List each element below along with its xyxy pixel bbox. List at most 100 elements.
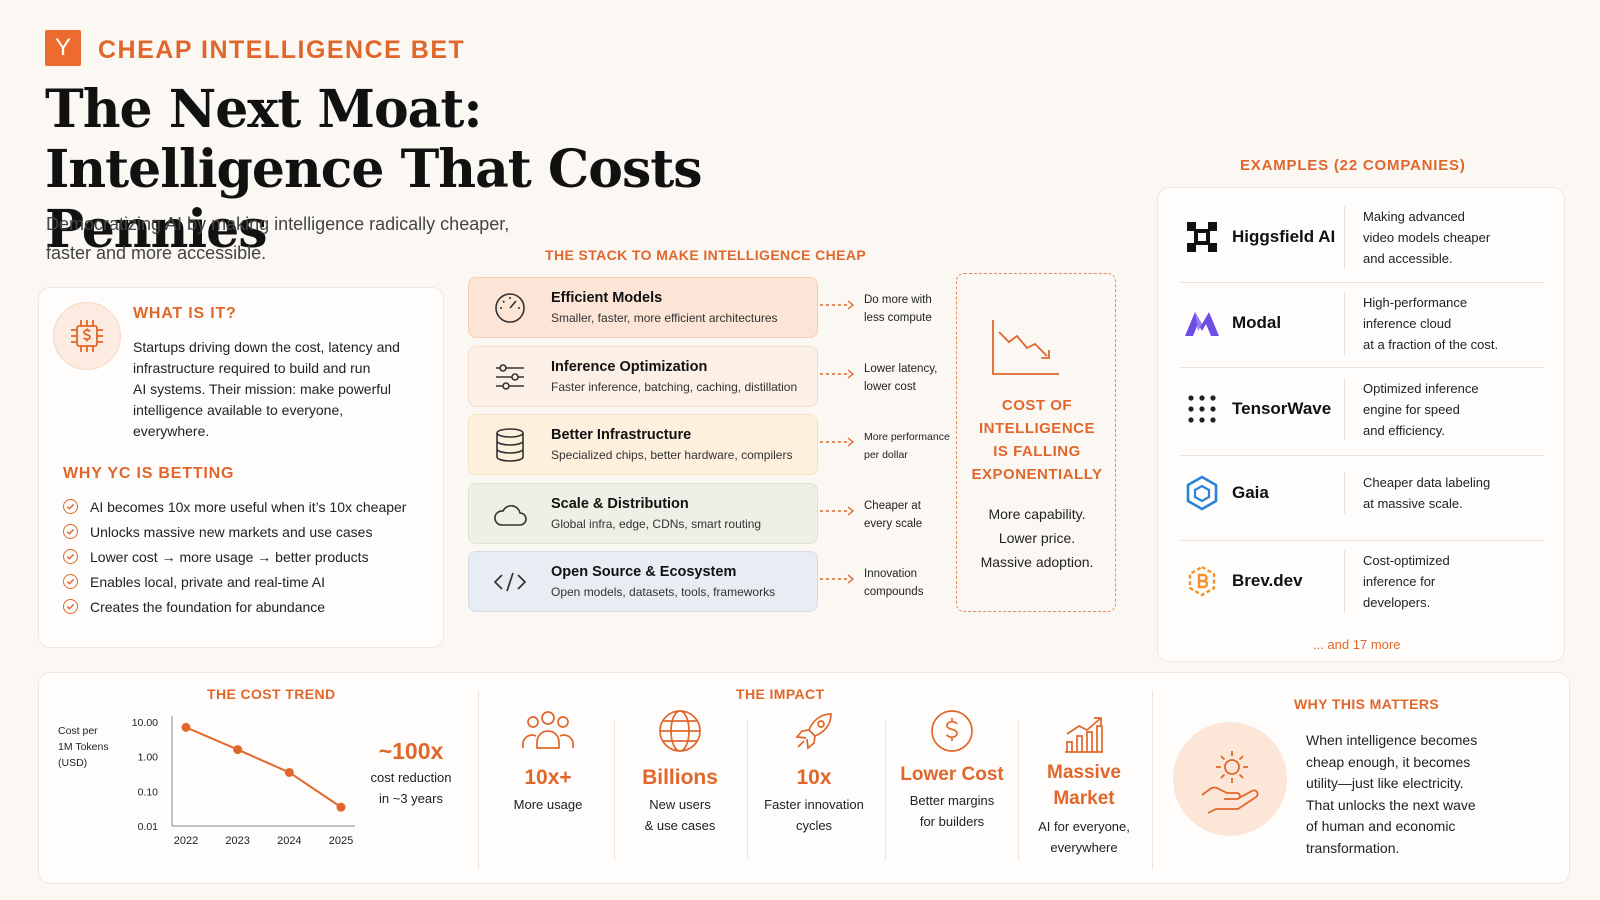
page-title: The Next Moat: Intelligence That Costs P…: [45, 80, 865, 260]
falling-line: IS FALLING: [993, 443, 1081, 460]
what-line-4: intelligence available to everyone,: [133, 402, 344, 418]
company-row-tensorwave: TensorWave Optimized inference engine for…: [1178, 374, 1546, 444]
why-matters-text: When intelligence becomes cheap enough, …: [1306, 730, 1536, 859]
tensorwave-logo-icon: [1178, 394, 1226, 424]
note-line: compounds: [864, 586, 924, 598]
desc-line: and efficiency.: [1363, 422, 1445, 438]
falling-line: COST OF: [1001, 397, 1073, 414]
brev-logo-icon: [1178, 564, 1226, 598]
higgsfield-logo-icon: [1178, 220, 1226, 254]
impact-label: cycles: [795, 818, 833, 833]
stack-layer-efficient-models: Efficient Models Smaller, faster, more ef…: [468, 277, 818, 338]
desc-line: engine for speed: [1363, 401, 1460, 417]
layer-note: Do more with less compute: [864, 291, 964, 327]
check-circle-icon: [63, 524, 78, 539]
desc-line: developers.: [1363, 594, 1431, 610]
desc-line: at a fraction of the cost.: [1363, 336, 1499, 352]
desc-line: Optimized inference: [1363, 380, 1479, 396]
what-line-3: AI systems. Their mission: make powerful: [133, 381, 392, 397]
list-item: AI becomes 10x more useful when it’s 10x…: [63, 494, 433, 519]
stack-layer-inference-optimization: Inference Optimization Faster inference, …: [468, 346, 818, 407]
data-point: [284, 767, 294, 777]
note-line: lower cost: [864, 381, 916, 393]
x-tick-label: 2024: [277, 835, 301, 847]
impact-value: 10x+: [524, 766, 572, 789]
x-tick-label: 2025: [329, 835, 353, 847]
divider: [1180, 282, 1544, 283]
data-point: [233, 745, 243, 755]
desc-line: at massive scale.: [1363, 496, 1463, 511]
data-point: [336, 802, 346, 812]
falling-line: INTELLIGENCE: [978, 420, 1095, 437]
divider: [478, 690, 479, 870]
dashed-arrow-icon: [820, 506, 855, 516]
why-yc-heading: WHY YC IS BETTING: [63, 465, 235, 482]
why-item-4: Enables local, private and real-time AI: [90, 573, 326, 590]
impact-value-line: Massive: [1047, 762, 1121, 783]
desc-line: inference for: [1363, 573, 1436, 589]
dollar-coin-icon: [931, 710, 973, 752]
list-item: Creates the foundation for abundance: [63, 594, 433, 619]
chart-ylabel: Cost per 1M Tokens (USD): [58, 723, 109, 771]
check-circle-icon: [63, 499, 78, 514]
impact-item-users: Billions New users & use cases: [614, 708, 746, 836]
gauge-icon: [469, 291, 551, 325]
why-matters-title: WHY THIS MATTERS: [1294, 696, 1440, 712]
users-icon: [522, 711, 574, 749]
divider: [1018, 720, 1019, 860]
layer-name: Inference Optimization: [551, 359, 708, 375]
why-matters-line: When intelligence becomes: [1306, 732, 1478, 748]
why-matters-line: transformation.: [1306, 839, 1400, 856]
ylabel-line: 1M Tokens: [58, 741, 109, 753]
impact-label: Better margins: [909, 793, 995, 808]
list-item: Unlocks massive new markets and use case…: [63, 519, 433, 544]
company-desc: Optimized inference engine for speed and e…: [1344, 377, 1479, 441]
desc-line: High-performance: [1363, 294, 1468, 310]
what-is-it-card: WHAT IS IT? Startups driving down the co…: [38, 287, 444, 648]
why-item-2: Unlocks massive new markets and use case…: [90, 523, 373, 540]
impact-label: & use cases: [644, 818, 716, 833]
impact-value: Lower Cost: [900, 764, 1004, 785]
impact-item-market: Massive Market AI for everyone, everywhe…: [1018, 714, 1150, 858]
subtitle-line-1: Democratizing AI by making intelligence …: [46, 214, 510, 234]
divider: [1180, 455, 1544, 456]
dashed-arrow-icon: [820, 437, 855, 447]
yc-logo: Y: [45, 30, 81, 66]
falling-line: EXPONENTIALLY: [971, 466, 1103, 483]
x-tick-label: 2023: [225, 835, 249, 847]
modal-logo-icon: [1178, 308, 1226, 338]
stack-layer-scale-distribution: Scale & Distribution Global infra, edge, …: [468, 483, 818, 544]
company-row-gaia: Gaia Cheaper data labeling at massive sca…: [1178, 463, 1546, 523]
desc-line: inference cloud: [1363, 315, 1452, 331]
note-line: per dollar: [864, 449, 908, 461]
company-name: Higgsfield AI: [1232, 227, 1336, 246]
cost-trend-chart: 10.00 1.00 0.10 0.01 2022 2023 2024 2025: [132, 716, 355, 847]
divider: [1180, 367, 1544, 368]
divider: [747, 720, 748, 860]
impact-title: THE IMPACT: [736, 686, 825, 702]
desc-line: and accessible.: [1363, 250, 1453, 266]
falling-sub: More capability. Lower price. Massive ad…: [957, 502, 1117, 574]
y-tick-label: 10.00: [132, 717, 158, 729]
data-point: [181, 722, 191, 732]
what-is-it-text: Startups driving down the cost, latency …: [133, 337, 433, 442]
why-item-5: Creates the foundation for abundance: [90, 598, 326, 615]
impact-value: Billions: [642, 766, 718, 789]
y-tick-label: 0.10: [138, 786, 159, 798]
falling-chart-icon: [992, 320, 1059, 375]
what-is-it-heading: WHAT IS IT?: [133, 305, 237, 322]
layer-note: Innovation compounds: [864, 565, 964, 601]
company-name: Gaia: [1232, 483, 1269, 502]
hand-light-icon: [1173, 722, 1287, 836]
more-companies-link[interactable]: ... and 17 more: [1313, 637, 1401, 652]
divider: [1152, 690, 1153, 870]
growth-bars-icon: [1065, 717, 1103, 753]
cost-callout: ~100x cost reduction in ~3 years: [360, 738, 462, 809]
note-line: Innovation: [864, 568, 918, 580]
callout-line: cost reduction: [370, 770, 452, 785]
divider: [885, 720, 886, 860]
company-row-brev: Brev.dev Cost-optimized inference for deve…: [1178, 546, 1546, 616]
callout-line: in ~3 years: [379, 791, 443, 806]
layer-note: More performance per dollar: [864, 428, 964, 464]
company-desc: High-performance inference cloud at a frac…: [1344, 291, 1499, 355]
